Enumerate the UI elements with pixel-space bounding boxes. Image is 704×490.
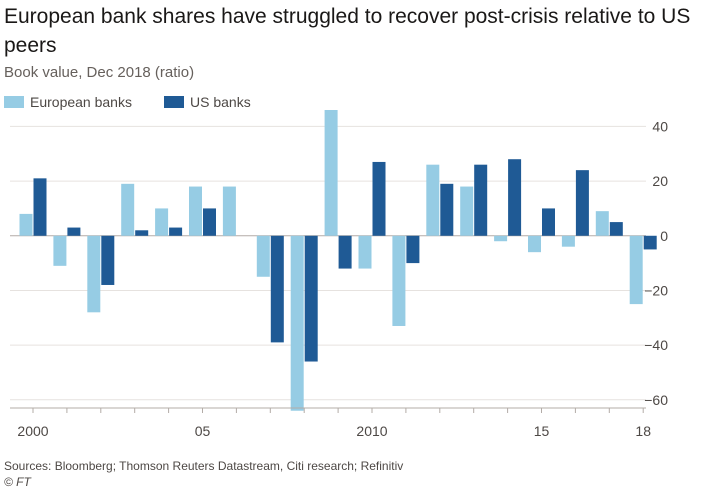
bar-us-2004 bbox=[169, 227, 183, 236]
bar-us-2001 bbox=[67, 227, 81, 236]
bar-us-2000 bbox=[33, 178, 47, 236]
bar-us-2014 bbox=[508, 159, 522, 236]
bar-us-2012 bbox=[440, 183, 454, 236]
footer: Sources: Bloomberg; Thomson Reuters Data… bbox=[4, 458, 403, 490]
x-tick-label: 2000 bbox=[17, 423, 48, 439]
bar-european-2000 bbox=[19, 213, 33, 236]
bar-european-2002 bbox=[87, 235, 101, 313]
bar-us-2005 bbox=[203, 208, 216, 236]
bar-european-2009 bbox=[324, 110, 338, 236]
bar-us-2013 bbox=[474, 164, 488, 236]
y-tick-label: 20 bbox=[652, 173, 668, 189]
legend-item-european: European banks bbox=[4, 94, 132, 110]
bar-european-2001 bbox=[53, 235, 67, 266]
x-tick-label: 15 bbox=[534, 423, 550, 439]
x-tick-label: 2010 bbox=[356, 423, 387, 439]
x-tick-label: 18 bbox=[635, 423, 651, 439]
bar-us-2017 bbox=[609, 222, 623, 236]
bar-european-2014 bbox=[494, 235, 508, 242]
bar-european-2017 bbox=[595, 211, 609, 236]
bar-us-2002 bbox=[101, 235, 115, 285]
bar-us-2008 bbox=[304, 235, 318, 362]
bar-european-2012 bbox=[426, 164, 440, 236]
bar-us-2016 bbox=[575, 170, 589, 236]
x-tick-label: 05 bbox=[195, 423, 211, 439]
legend-label-european: European banks bbox=[30, 94, 132, 110]
sources-note: Sources: Bloomberg; Thomson Reuters Data… bbox=[4, 459, 404, 473]
bar-us-2010 bbox=[372, 161, 386, 236]
bar-us-2009 bbox=[338, 235, 352, 269]
bar-european-2007 bbox=[256, 235, 270, 277]
y-tick-label: −20 bbox=[644, 282, 668, 298]
bar-european-2015 bbox=[528, 235, 541, 253]
bar-chart: 40 20 0 −20 −40 −60 2000 05 2010 15 18 bbox=[10, 110, 668, 439]
bar-european-2003 bbox=[121, 183, 135, 236]
bar-european-2018 bbox=[629, 235, 643, 305]
y-tick-label: −40 bbox=[644, 337, 668, 353]
bar-european-2013 bbox=[460, 186, 474, 236]
credit: © FT bbox=[4, 475, 31, 489]
bar-european-2005 bbox=[189, 186, 202, 236]
legend-swatch-european bbox=[4, 96, 24, 108]
bar-european-2004 bbox=[155, 208, 169, 236]
bar-european-2011 bbox=[392, 235, 406, 326]
y-tick-label: −60 bbox=[644, 392, 668, 408]
bar-us-2007 bbox=[270, 235, 284, 343]
bar-us-2003 bbox=[135, 230, 149, 236]
bar-european-2010 bbox=[358, 235, 372, 269]
bar-european-2008 bbox=[290, 235, 304, 411]
bar-us-2011 bbox=[406, 235, 420, 264]
chart-subtitle: Book value, Dec 2018 (ratio) bbox=[4, 64, 195, 81]
y-tick-label: 40 bbox=[652, 118, 668, 134]
bar-us-2015 bbox=[542, 208, 555, 236]
legend-swatch-us bbox=[164, 96, 184, 108]
y-tick-label: 0 bbox=[660, 228, 668, 244]
legend-label-us: US banks bbox=[190, 94, 251, 110]
legend-item-us: US banks bbox=[164, 94, 251, 110]
bar-us-2018 bbox=[643, 235, 657, 250]
bar-european-2006 bbox=[222, 186, 236, 236]
chart-title: European bank shares have struggled to r… bbox=[4, 5, 691, 57]
bar-european-2016 bbox=[561, 235, 575, 247]
